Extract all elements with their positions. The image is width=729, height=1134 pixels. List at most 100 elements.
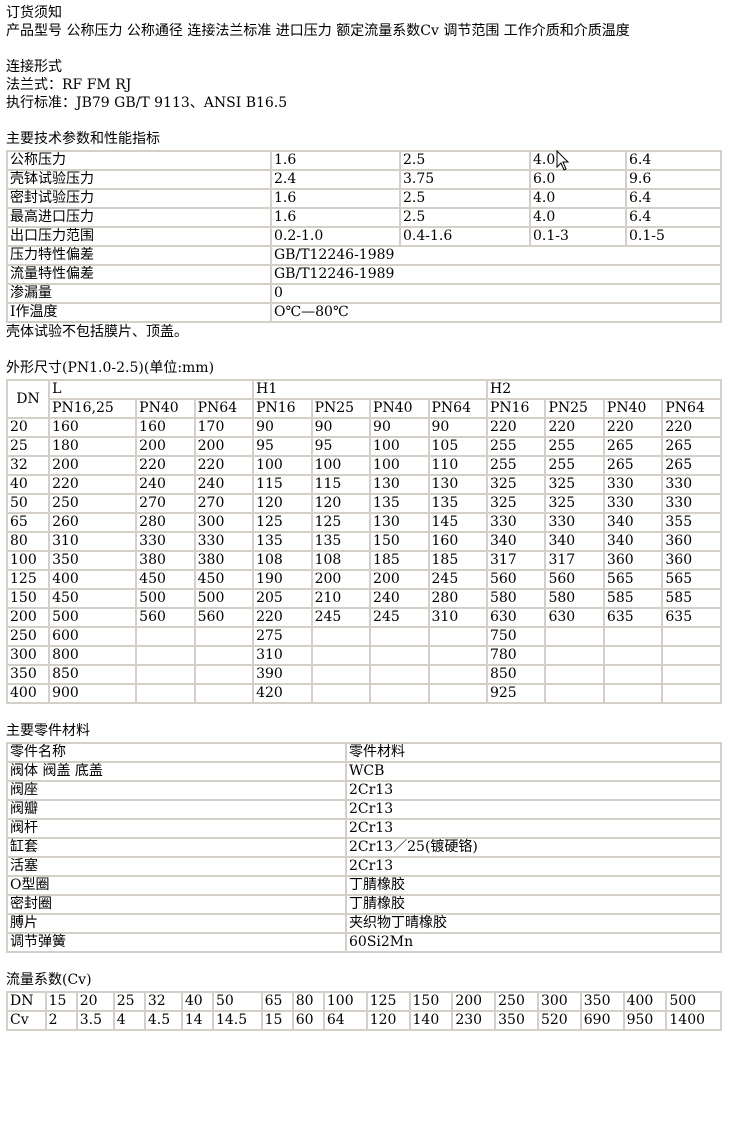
value-cell bbox=[193, 683, 255, 704]
sub-header: PN40 bbox=[369, 398, 430, 419]
value-cell: 4 bbox=[112, 1010, 146, 1031]
cv-table: DN 15 20 25 32 40 50 65 80 100 125 150 200 250 300 350 4… bbox=[6, 991, 722, 1031]
table-row: I作温度 O℃—80℃ bbox=[6, 302, 722, 323]
value-cell: 108 bbox=[310, 550, 372, 571]
value-cell: 330 bbox=[193, 531, 255, 552]
value-cell bbox=[369, 683, 430, 704]
value-cell: 750 bbox=[485, 626, 547, 647]
value-cell: 6.0 bbox=[529, 169, 627, 190]
sub-header: PN64 bbox=[427, 398, 488, 419]
value-cell: 40 bbox=[180, 991, 214, 1012]
value-cell: 360 bbox=[661, 550, 722, 571]
dn-cell: 80 bbox=[5, 531, 51, 552]
value-cell bbox=[193, 664, 255, 685]
table-row: DN L H1 H2 bbox=[5, 379, 723, 419]
value-cell: 265 bbox=[661, 455, 722, 476]
part-material: 60Si2Mn bbox=[345, 932, 722, 953]
value-cell: 330 bbox=[135, 531, 196, 552]
sub-header: PN16 bbox=[485, 398, 547, 419]
table-row: 32 200 220 220 100 100 100 110 255 255 265 265 bbox=[5, 455, 722, 476]
value-cell: 585 bbox=[602, 588, 664, 609]
value-cell: 265 bbox=[602, 436, 664, 457]
value-cell bbox=[661, 683, 722, 704]
value-cell: 310 bbox=[48, 531, 138, 552]
value-cell bbox=[602, 664, 664, 685]
value-cell: 317 bbox=[485, 550, 547, 571]
value-cell: 245 bbox=[310, 607, 372, 628]
value-cell: 330 bbox=[485, 512, 547, 533]
value-cell: 0.4-1.6 bbox=[399, 226, 531, 247]
value-cell: 635 bbox=[602, 607, 664, 628]
value-cell: 270 bbox=[193, 493, 255, 514]
value-cell: 190 bbox=[252, 569, 313, 590]
value-cell: 355 bbox=[661, 512, 722, 533]
tech-note: 壳体试验不包括膜片、顶盖。 bbox=[6, 324, 188, 340]
value-cell: 325 bbox=[544, 493, 605, 514]
value-cell: 65 bbox=[260, 991, 294, 1012]
value-cell bbox=[135, 683, 196, 704]
value-cell: 280 bbox=[427, 588, 488, 609]
value-cell: 780 bbox=[485, 645, 547, 666]
value-cell: 2.5 bbox=[399, 207, 531, 228]
value-cell: 32 bbox=[143, 991, 183, 1012]
table-row: 250 600 275 750 bbox=[5, 626, 722, 647]
table-row: 阀座 2Cr13 bbox=[6, 780, 722, 801]
part-material: 2Cr13 bbox=[345, 856, 722, 877]
value-cell: 0 bbox=[270, 283, 722, 304]
value-cell bbox=[661, 626, 722, 647]
value-cell: 560 bbox=[135, 607, 196, 628]
table-row: Cv 2 3.5 4 4.5 14 14.5 15 60 64 120 140 230 350 520 690… bbox=[6, 1010, 722, 1031]
value-cell: 100 bbox=[369, 436, 430, 457]
sub-header: PN40 bbox=[135, 398, 196, 419]
value-cell: 220 bbox=[48, 474, 138, 495]
value-cell bbox=[135, 626, 196, 647]
table-row: 零件名称 零件材料 bbox=[6, 742, 722, 763]
part-material: 丁腈橡胶 bbox=[345, 894, 722, 915]
value-cell: 200 bbox=[135, 436, 196, 457]
table-row: 活塞 2Cr13 bbox=[6, 856, 722, 877]
tech-title: 主要技术参数和性能指标 bbox=[6, 131, 160, 147]
table-row: 密封圈 丁腈橡胶 bbox=[6, 894, 722, 915]
value-cell: 450 bbox=[135, 569, 196, 590]
value-cell: 250 bbox=[48, 493, 138, 514]
value-cell: 1.6 bbox=[270, 150, 401, 171]
table-row: 公称压力 1.6 2.5 4.0 6.4 bbox=[6, 150, 722, 171]
value-cell bbox=[427, 626, 488, 647]
value-cell: 325 bbox=[485, 474, 547, 495]
dn-cell: 350 bbox=[5, 664, 51, 685]
value-cell: 2.4 bbox=[270, 169, 401, 190]
value-cell: 125 bbox=[252, 512, 313, 533]
value-cell: 1400 bbox=[665, 1010, 722, 1031]
value-cell: 135 bbox=[369, 493, 430, 514]
value-cell bbox=[661, 645, 722, 666]
value-cell: 95 bbox=[310, 436, 372, 457]
value-cell: 560 bbox=[544, 569, 605, 590]
value-cell: 850 bbox=[485, 664, 547, 685]
value-cell: 255 bbox=[485, 436, 547, 457]
table-row: 渗漏量 0 bbox=[6, 283, 722, 304]
value-cell: 4.0 bbox=[529, 150, 627, 171]
order-title: 订货须知 bbox=[6, 5, 62, 21]
dn-cell: 200 bbox=[5, 607, 51, 628]
table-row: 阀体 阀盖 底盖 WCB bbox=[6, 761, 722, 782]
value-cell: 310 bbox=[252, 645, 313, 666]
table-row: 阀杆 2Cr13 bbox=[6, 818, 722, 839]
table-row: 100 350 380 380 108 108 185 185 317 317 360 360 bbox=[5, 550, 722, 571]
value-cell: 580 bbox=[485, 588, 547, 609]
row-label: 渗漏量 bbox=[6, 283, 272, 304]
value-cell: 14 bbox=[180, 1010, 214, 1031]
value-cell: 450 bbox=[193, 569, 255, 590]
part-material: 2Cr13 bbox=[345, 799, 722, 820]
table-row: 400 900 420 925 bbox=[5, 683, 722, 704]
value-cell: 200 bbox=[310, 569, 372, 590]
value-cell: 185 bbox=[369, 550, 430, 571]
value-cell: 580 bbox=[544, 588, 605, 609]
value-cell: 230 bbox=[451, 1010, 497, 1031]
table-row: 膊片 夹织物丁晴橡胶 bbox=[6, 913, 722, 934]
value-cell: 630 bbox=[485, 607, 547, 628]
table-row: 密封试验压力 1.6 2.5 4.0 6.4 bbox=[6, 188, 722, 209]
value-cell: 330 bbox=[661, 493, 722, 514]
page: 订货须知 产品型号 公称压力 公称通径 连接法兰标准 进口压力 额定流量系数Cv… bbox=[5, 5, 723, 1031]
sub-header: PN25 bbox=[544, 398, 605, 419]
value-cell: 90 bbox=[427, 417, 488, 438]
